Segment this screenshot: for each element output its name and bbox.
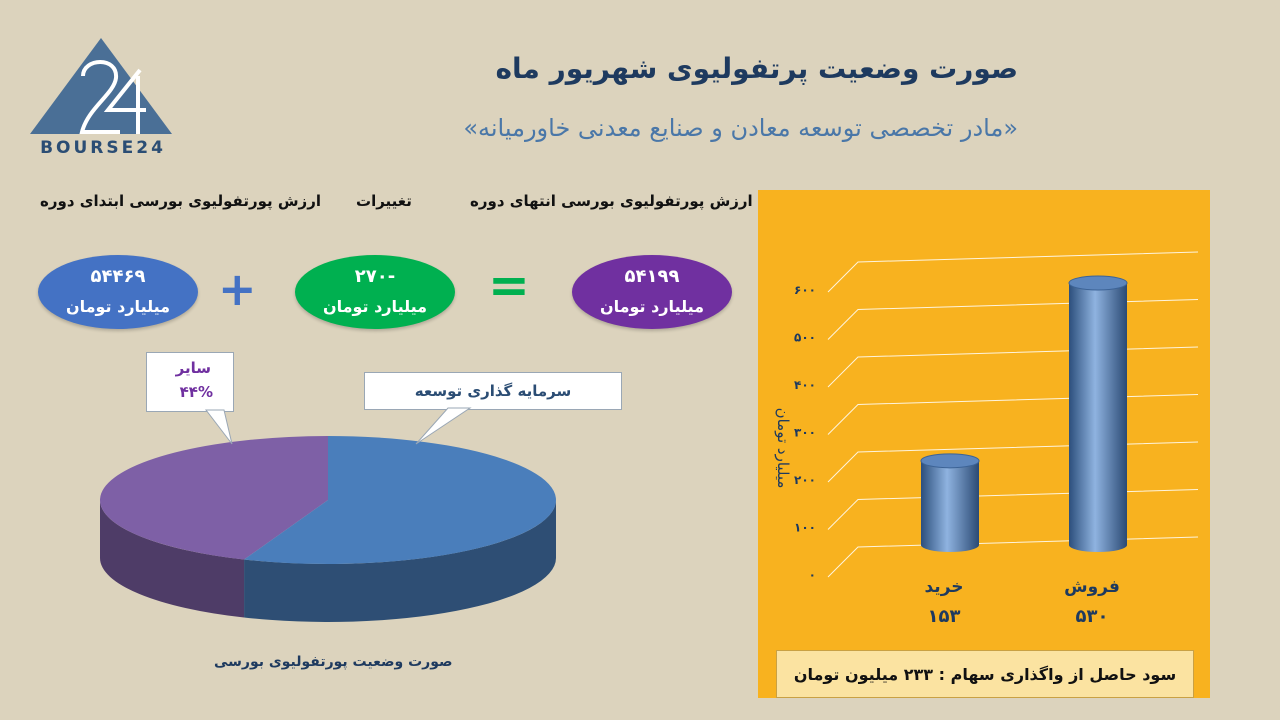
change-label: تغییرات — [356, 192, 412, 210]
y-tick-5: ۵۰۰ — [794, 331, 816, 345]
y-tick-1: ۱۰۰ — [794, 521, 816, 535]
bar-body-1 — [1069, 283, 1127, 552]
y-tick-0: ۰ — [809, 568, 816, 582]
bar-top-0 — [920, 453, 980, 469]
start-value: ۵۴۴۶۹ — [90, 266, 146, 287]
start-value-label: ارزش پورتفولیوی بورسی ابتدای دوره — [40, 192, 321, 210]
end-value-label: ارزش پورتفولیوی بورسی انتهای دوره — [470, 192, 753, 210]
value-label-1: ۵۳۰ — [1076, 606, 1109, 627]
category-label-1: فروش — [1064, 577, 1120, 597]
pie-slice-0 — [100, 436, 328, 560]
pie-side-1-0 — [244, 500, 556, 622]
gridline-1 — [827, 489, 1199, 530]
bourse24-logo-icon — [30, 38, 172, 134]
callout-tosee-label: سرمایه گذاری توسعه — [414, 382, 572, 400]
logo-text: BOURSE24 — [40, 138, 166, 158]
callout-other-label: سایر — [175, 359, 211, 377]
bar-body-0 — [921, 460, 979, 552]
callout-tosee-pointer — [415, 407, 472, 445]
start-value-oval: ۵۴۴۶۹ میلیارد تومان — [38, 255, 198, 329]
category-label-0: خرید — [924, 577, 963, 597]
y-tick-3: ۳۰۰ — [794, 426, 816, 440]
y-tick-6: ۶۰۰ — [794, 283, 816, 297]
callout-other: سایر ۴۴% — [146, 352, 234, 412]
change-value: -۲۷۰ — [354, 266, 396, 287]
gridline-6 — [827, 251, 1199, 293]
portfolio-pie-chart — [100, 436, 556, 622]
end-value: ۵۴۱۹۹ — [624, 266, 680, 287]
equals-sign: = — [488, 256, 530, 314]
start-value-unit: میلیارد تومان — [65, 297, 171, 316]
callout-other-value: ۴۴% — [179, 383, 213, 401]
pie-chart-title: صورت وضعیت پورتفولیوی بورسی — [214, 654, 453, 670]
callout-other-pointer — [204, 409, 233, 445]
bar-top-1 — [1068, 275, 1128, 291]
bar-1 — [1068, 275, 1128, 552]
bar-chart-panel: ۰ ۱۰۰ ۲۰۰ ۳۰۰ ۴۰۰ ۵۰۰ ۶۰۰ میلیارد تومان خرید ۱۵۳ ف… — [758, 190, 1210, 698]
y-axis-label: میلیارد تومان — [774, 408, 792, 489]
gridline-3 — [827, 394, 1199, 435]
trade-bar-chart: ۰ ۱۰۰ ۲۰۰ ۳۰۰ ۴۰۰ ۵۰۰ ۶۰۰ میلیارد تومان خرید ۱۵۳ ف… — [774, 251, 1199, 627]
gridline-4 — [827, 346, 1199, 388]
end-value-oval: ۵۴۱۹۹ میلیارد تومان — [572, 255, 732, 329]
profit-summary: سود حاصل از واگذاری سهام : ۲۳۳ میلیون تو… — [776, 650, 1194, 698]
gridline-0 — [827, 536, 1199, 578]
gridline-5 — [827, 299, 1199, 340]
y-tick-2: ۲۰۰ — [794, 473, 816, 487]
plus-sign: + — [218, 262, 257, 316]
y-tick-4: ۴۰۰ — [794, 378, 816, 392]
pie-side-0-0 — [100, 500, 245, 618]
callout-tosee: سرمایه گذاری توسعه — [364, 372, 622, 410]
gridline-2 — [827, 441, 1199, 483]
pie-slice-1 — [244, 436, 556, 564]
change-value-oval: -۲۷۰ میلیارد تومان — [295, 255, 455, 329]
end-value-unit: میلیارد تومان — [599, 297, 705, 316]
page-title: صورت وضعیت پرتفولیوی شهریور ماه — [495, 52, 1018, 85]
value-label-0: ۱۵۳ — [928, 606, 961, 627]
bar-0 — [920, 453, 980, 552]
page-subtitle: «مادر تخصصی توسعه معادن و صنایع معدنی خا… — [463, 114, 1018, 142]
change-value-unit: میلیارد تومان — [322, 297, 428, 316]
